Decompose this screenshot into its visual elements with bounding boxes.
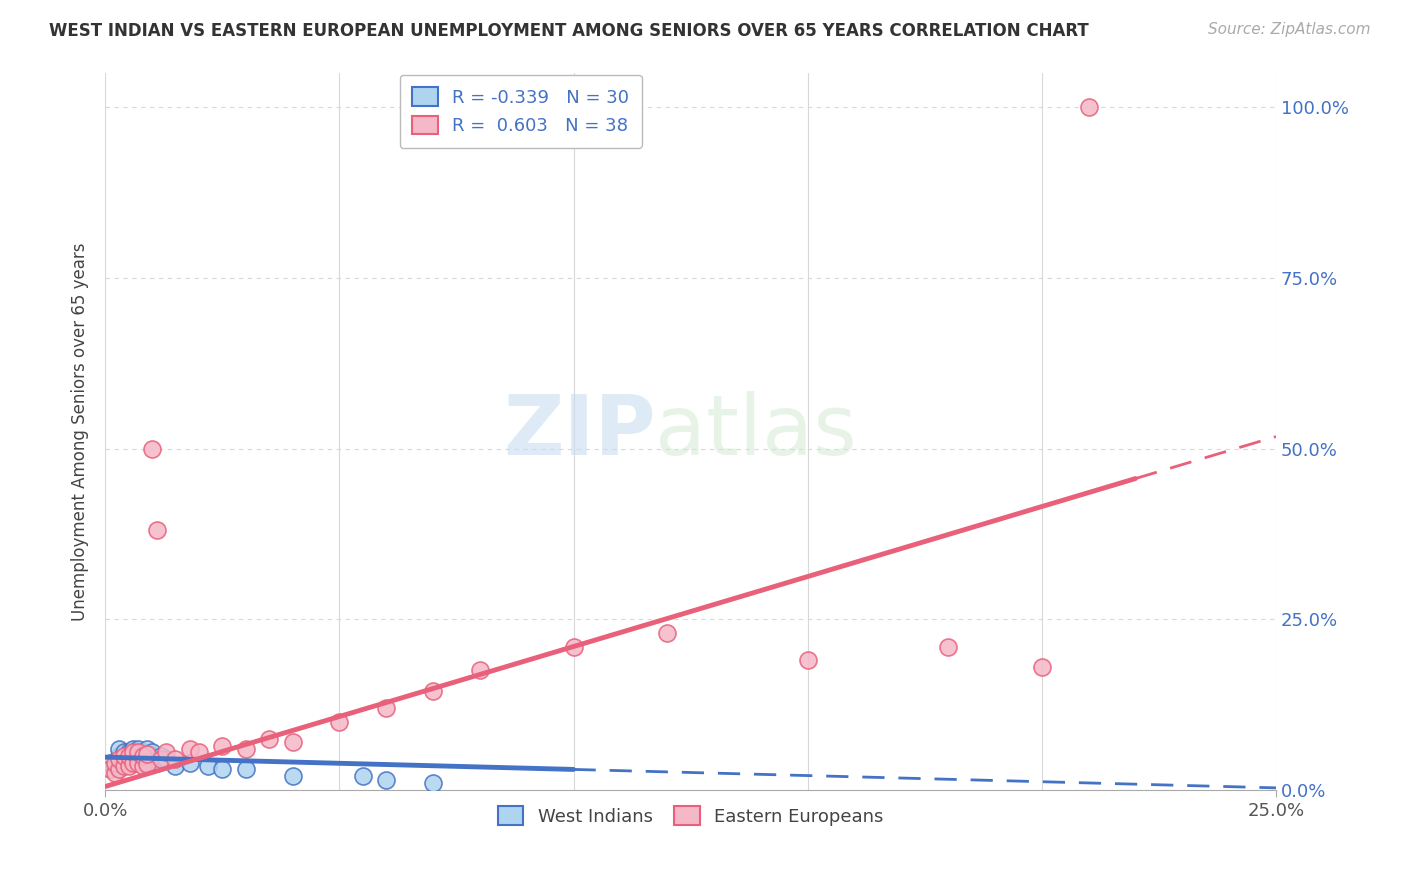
Point [131, 756, 153, 770]
Legend: West Indians, Eastern Europeans: West Indians, Eastern Europeans [489, 797, 893, 835]
Point [235, 742, 257, 756]
Point [155, 745, 177, 759]
Point [127, 745, 149, 759]
Point [141, 442, 163, 456]
Point [98, 763, 121, 777]
Point [422, 776, 444, 790]
Point [375, 701, 398, 715]
Point [112, 759, 135, 773]
Point [197, 759, 219, 773]
Point [562, 640, 585, 654]
Point [141, 745, 163, 759]
Point [103, 765, 125, 780]
Point [108, 763, 131, 777]
Point [211, 739, 233, 753]
Point [1031, 660, 1053, 674]
Point [155, 752, 177, 766]
Point [281, 769, 304, 783]
Point [145, 756, 167, 770]
Point [136, 747, 159, 762]
Text: WEST INDIAN VS EASTERN EUROPEAN UNEMPLOYMENT AMONG SENIORS OVER 65 YEARS CORRELA: WEST INDIAN VS EASTERN EUROPEAN UNEMPLOY… [49, 22, 1090, 40]
Point [112, 752, 135, 766]
Point [141, 752, 163, 766]
Y-axis label: Unemployment Among Seniors over 65 years: Unemployment Among Seniors over 65 years [72, 243, 89, 621]
Point [122, 756, 145, 770]
Point [468, 664, 491, 678]
Point [117, 759, 139, 773]
Point [936, 640, 959, 654]
Point [145, 524, 167, 538]
Point [98, 756, 121, 770]
Point [328, 714, 350, 729]
Point [127, 742, 149, 756]
Point [150, 752, 173, 766]
Point [112, 745, 135, 759]
Text: Source: ZipAtlas.com: Source: ZipAtlas.com [1208, 22, 1371, 37]
Point [112, 748, 135, 763]
Point [108, 748, 131, 763]
Point [117, 756, 139, 770]
Point [103, 759, 125, 773]
Point [375, 772, 398, 787]
Point [352, 769, 374, 783]
Text: ZIP: ZIP [503, 391, 655, 472]
Point [108, 742, 131, 756]
Point [122, 745, 145, 759]
Point [131, 748, 153, 763]
Point [165, 759, 187, 773]
Text: atlas: atlas [655, 391, 858, 472]
Point [131, 745, 153, 759]
Point [136, 742, 159, 756]
Point [127, 756, 149, 770]
Point [165, 752, 187, 766]
Point [136, 748, 159, 763]
Point [187, 745, 209, 759]
Point [122, 752, 145, 766]
Point [211, 763, 233, 777]
Point [796, 653, 818, 667]
Point [281, 735, 304, 749]
Point [127, 752, 149, 766]
Point [1077, 100, 1099, 114]
Point [235, 763, 257, 777]
Point [422, 684, 444, 698]
Point [257, 731, 280, 746]
Point [136, 756, 159, 771]
Point [108, 752, 131, 766]
Point [179, 742, 201, 756]
Point [150, 748, 173, 763]
Point [122, 742, 145, 756]
Point [657, 625, 679, 640]
Point [179, 756, 201, 770]
Point [103, 756, 125, 770]
Point [131, 759, 153, 773]
Point [117, 748, 139, 763]
Point [117, 745, 139, 759]
